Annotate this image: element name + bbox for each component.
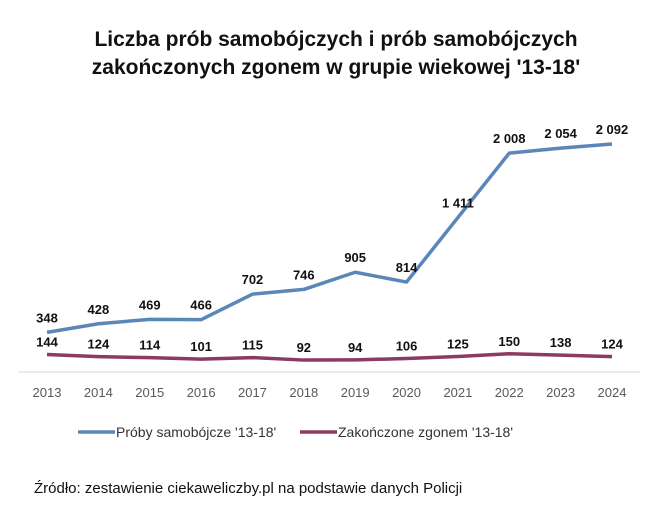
chart-title-line-1: Liczba prób samobójczych i prób samobójc… (94, 28, 578, 51)
data-label: 702 (242, 272, 264, 287)
data-label: 106 (396, 339, 418, 354)
series-line-1 (46, 142, 613, 335)
chart-title-line-2: zakończonych zgonem w grupie wiekowej '1… (91, 56, 581, 79)
data-label: 114 (139, 338, 161, 353)
x-tick-label: 2013 (33, 385, 62, 400)
data-label: 138 (550, 335, 572, 350)
data-label: 125 (447, 336, 469, 351)
x-tick-label: 2020 (392, 385, 421, 400)
series-line-2 (46, 352, 613, 362)
source-note: Źródło: zestawienie ciekaweliczby.pl na … (34, 480, 463, 497)
data-label: 469 (139, 297, 161, 312)
x-tick-label: 2019 (341, 385, 370, 400)
data-label: 115 (242, 338, 263, 353)
data-label: 92 (297, 340, 311, 355)
x-tick-label: 2022 (495, 385, 524, 400)
x-tick-label: 2024 (598, 385, 627, 400)
data-label: 348 (36, 310, 58, 325)
data-label: 2 008 (493, 131, 526, 146)
x-tick-label: 2015 (135, 385, 164, 400)
data-label: 2 054 (544, 126, 577, 141)
x-tick-label: 2023 (546, 385, 575, 400)
data-label: 2 092 (596, 122, 629, 137)
x-tick-label: 2016 (187, 385, 216, 400)
data-label: 94 (348, 340, 363, 355)
data-label: 101 (190, 339, 212, 354)
data-label: 124 (88, 337, 110, 352)
x-tick-label: 2018 (289, 385, 318, 400)
data-label: 124 (601, 337, 623, 352)
data-label: 1 411 (442, 196, 474, 211)
x-tick-label: 2014 (84, 385, 113, 400)
data-label: 150 (498, 334, 520, 349)
legend-label-1: Próby samobójcze '13-18' (116, 424, 276, 440)
data-label: 428 (88, 302, 110, 317)
data-label: 814 (396, 260, 418, 275)
data-label: 144 (36, 334, 58, 349)
data-label: 905 (344, 250, 366, 265)
data-label: 466 (190, 298, 212, 313)
x-tick-label: 2017 (238, 385, 267, 400)
data-label: 746 (293, 267, 315, 282)
x-tick-label: 2021 (443, 385, 472, 400)
legend-label-2: Zakończone zgonem '13-18' (338, 424, 513, 440)
